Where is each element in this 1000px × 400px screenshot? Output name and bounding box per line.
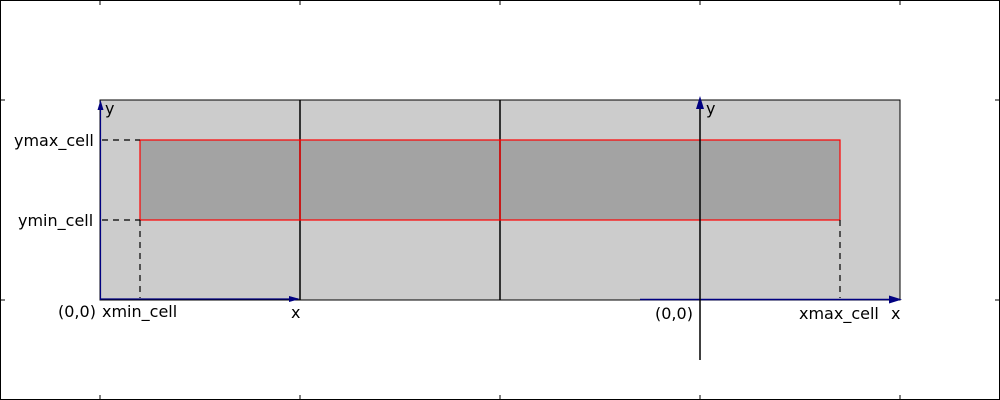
x-axis-right-label: x [891,304,900,323]
cell-bounding-box [140,140,840,220]
origin-right-label: (0,0) [655,304,693,323]
right-axes [640,96,902,360]
y-axis-left-label: y [105,99,114,118]
red-cell-3 [499,139,841,221]
left-x-arrow-icon [289,296,300,302]
dashed-guides [102,139,841,298]
x-axis-left-label: x [291,303,300,322]
ymax-cell-label: ymax_cell [14,131,94,151]
right-y-arrow-icon [696,96,704,109]
origin-left-label: (0,0) [58,302,96,321]
xmin-cell-label: xmin_cell [102,302,177,322]
y-axis-right-label: y [706,99,715,118]
red-cell-outlines [139,139,841,221]
ymin-cell-label: ymin_cell [18,211,93,231]
right-x-arrow-icon [889,295,902,304]
left-axes [97,100,300,302]
left-y-arrow-icon [97,100,104,110]
xmax-cell-label: xmax_cell [799,304,879,324]
